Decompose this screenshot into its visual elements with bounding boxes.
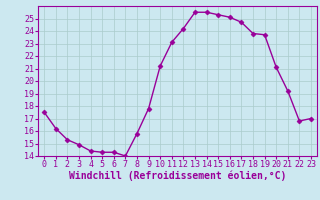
X-axis label: Windchill (Refroidissement éolien,°C): Windchill (Refroidissement éolien,°C)	[69, 171, 286, 181]
